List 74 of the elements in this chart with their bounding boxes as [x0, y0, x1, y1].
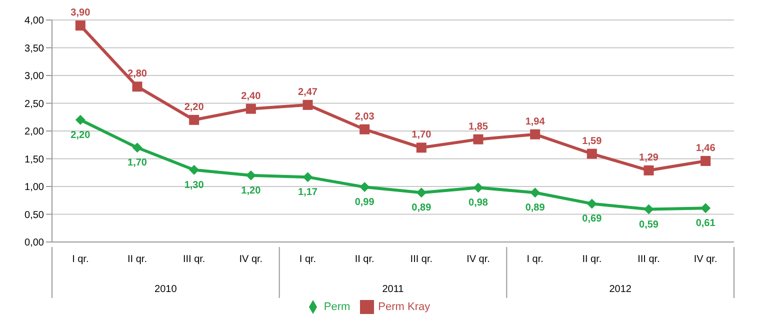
y-tick-label: 3,00: [24, 71, 44, 82]
point: [246, 104, 256, 114]
data-label: 0,89: [525, 202, 546, 214]
x-tick-label: I qr.: [72, 254, 89, 265]
point: [530, 188, 540, 198]
x-tick-label: II qr.: [354, 254, 374, 265]
data-label: 1,59: [582, 136, 602, 147]
point: [586, 198, 597, 209]
x-tick-label: IV qr.: [694, 254, 718, 265]
point: [302, 100, 313, 110]
data-label: 0,99: [354, 197, 375, 208]
point: [132, 142, 142, 153]
point: [360, 182, 370, 192]
data-label: 1,20: [241, 185, 262, 196]
data-label: 0,89: [412, 202, 432, 214]
y-tick-label: 0,00: [24, 238, 44, 249]
x-tick-label: IV qr.: [239, 254, 263, 265]
data-label: 0,69: [582, 214, 602, 225]
point: [473, 134, 484, 144]
x-tick-label: III qr.: [638, 254, 660, 265]
point: [473, 182, 484, 193]
data-label: 2,47: [298, 86, 318, 98]
point: [132, 82, 142, 92]
data-label: 0,59: [639, 219, 659, 230]
data-label: 1,30: [184, 180, 204, 191]
data-label: 1,85: [468, 121, 488, 132]
x-tick-label: IV qr.: [466, 254, 490, 265]
point: [416, 142, 426, 153]
data-label: 1,46: [696, 142, 716, 154]
data-label: 0,61: [696, 218, 716, 230]
legend-label: Perm Kray: [378, 300, 430, 313]
legend-label: Perm: [324, 300, 350, 313]
data-label: 1,94: [525, 116, 546, 128]
point: [189, 164, 200, 175]
point: [75, 114, 86, 125]
point: [189, 114, 200, 125]
data-label: 1,29: [639, 152, 659, 164]
y-tick-label: 1,50: [24, 154, 44, 166]
x-tick-label: II qr.: [128, 254, 147, 265]
data-label: 2,20: [70, 130, 91, 141]
data-label: 2,20: [184, 102, 204, 113]
x-tick-label: II qr.: [582, 254, 602, 265]
y-tick-label: 0,50: [24, 210, 44, 221]
y-tick-label: 2,00: [24, 126, 44, 138]
point: [75, 20, 86, 31]
point: [246, 170, 256, 180]
data-label: 1,70: [128, 158, 148, 169]
y-tick-label: 4,00: [24, 16, 44, 27]
point: [360, 124, 370, 134]
point: [644, 204, 654, 214]
data-label: 0,98: [468, 198, 488, 209]
text: 2011: [382, 284, 404, 295]
x-tick-label: I qr.: [526, 254, 544, 265]
point: [530, 129, 540, 140]
x-tick-label: I qr.: [299, 254, 316, 265]
x-tick-label: III qr.: [182, 254, 206, 265]
x-tick-label: III qr.: [410, 254, 433, 265]
point: [700, 156, 711, 166]
data-label: 2,40: [241, 90, 262, 102]
text: 2012: [609, 284, 632, 295]
text: 2010: [154, 284, 178, 295]
data-label: 1,17: [298, 187, 318, 198]
data-label: 1,70: [412, 130, 432, 141]
data-label: 2,80: [128, 68, 148, 80]
y-tick-label: 2,50: [24, 98, 44, 110]
point: [644, 165, 654, 176]
point: [586, 148, 597, 159]
point: [700, 203, 711, 214]
data-label: 2,03: [354, 111, 375, 122]
point: [302, 172, 313, 182]
y-tick-label: 1,00: [24, 182, 44, 194]
point: [416, 188, 426, 198]
y-tick-label: 3,50: [24, 43, 44, 54]
data-label: 3,90: [70, 8, 91, 19]
